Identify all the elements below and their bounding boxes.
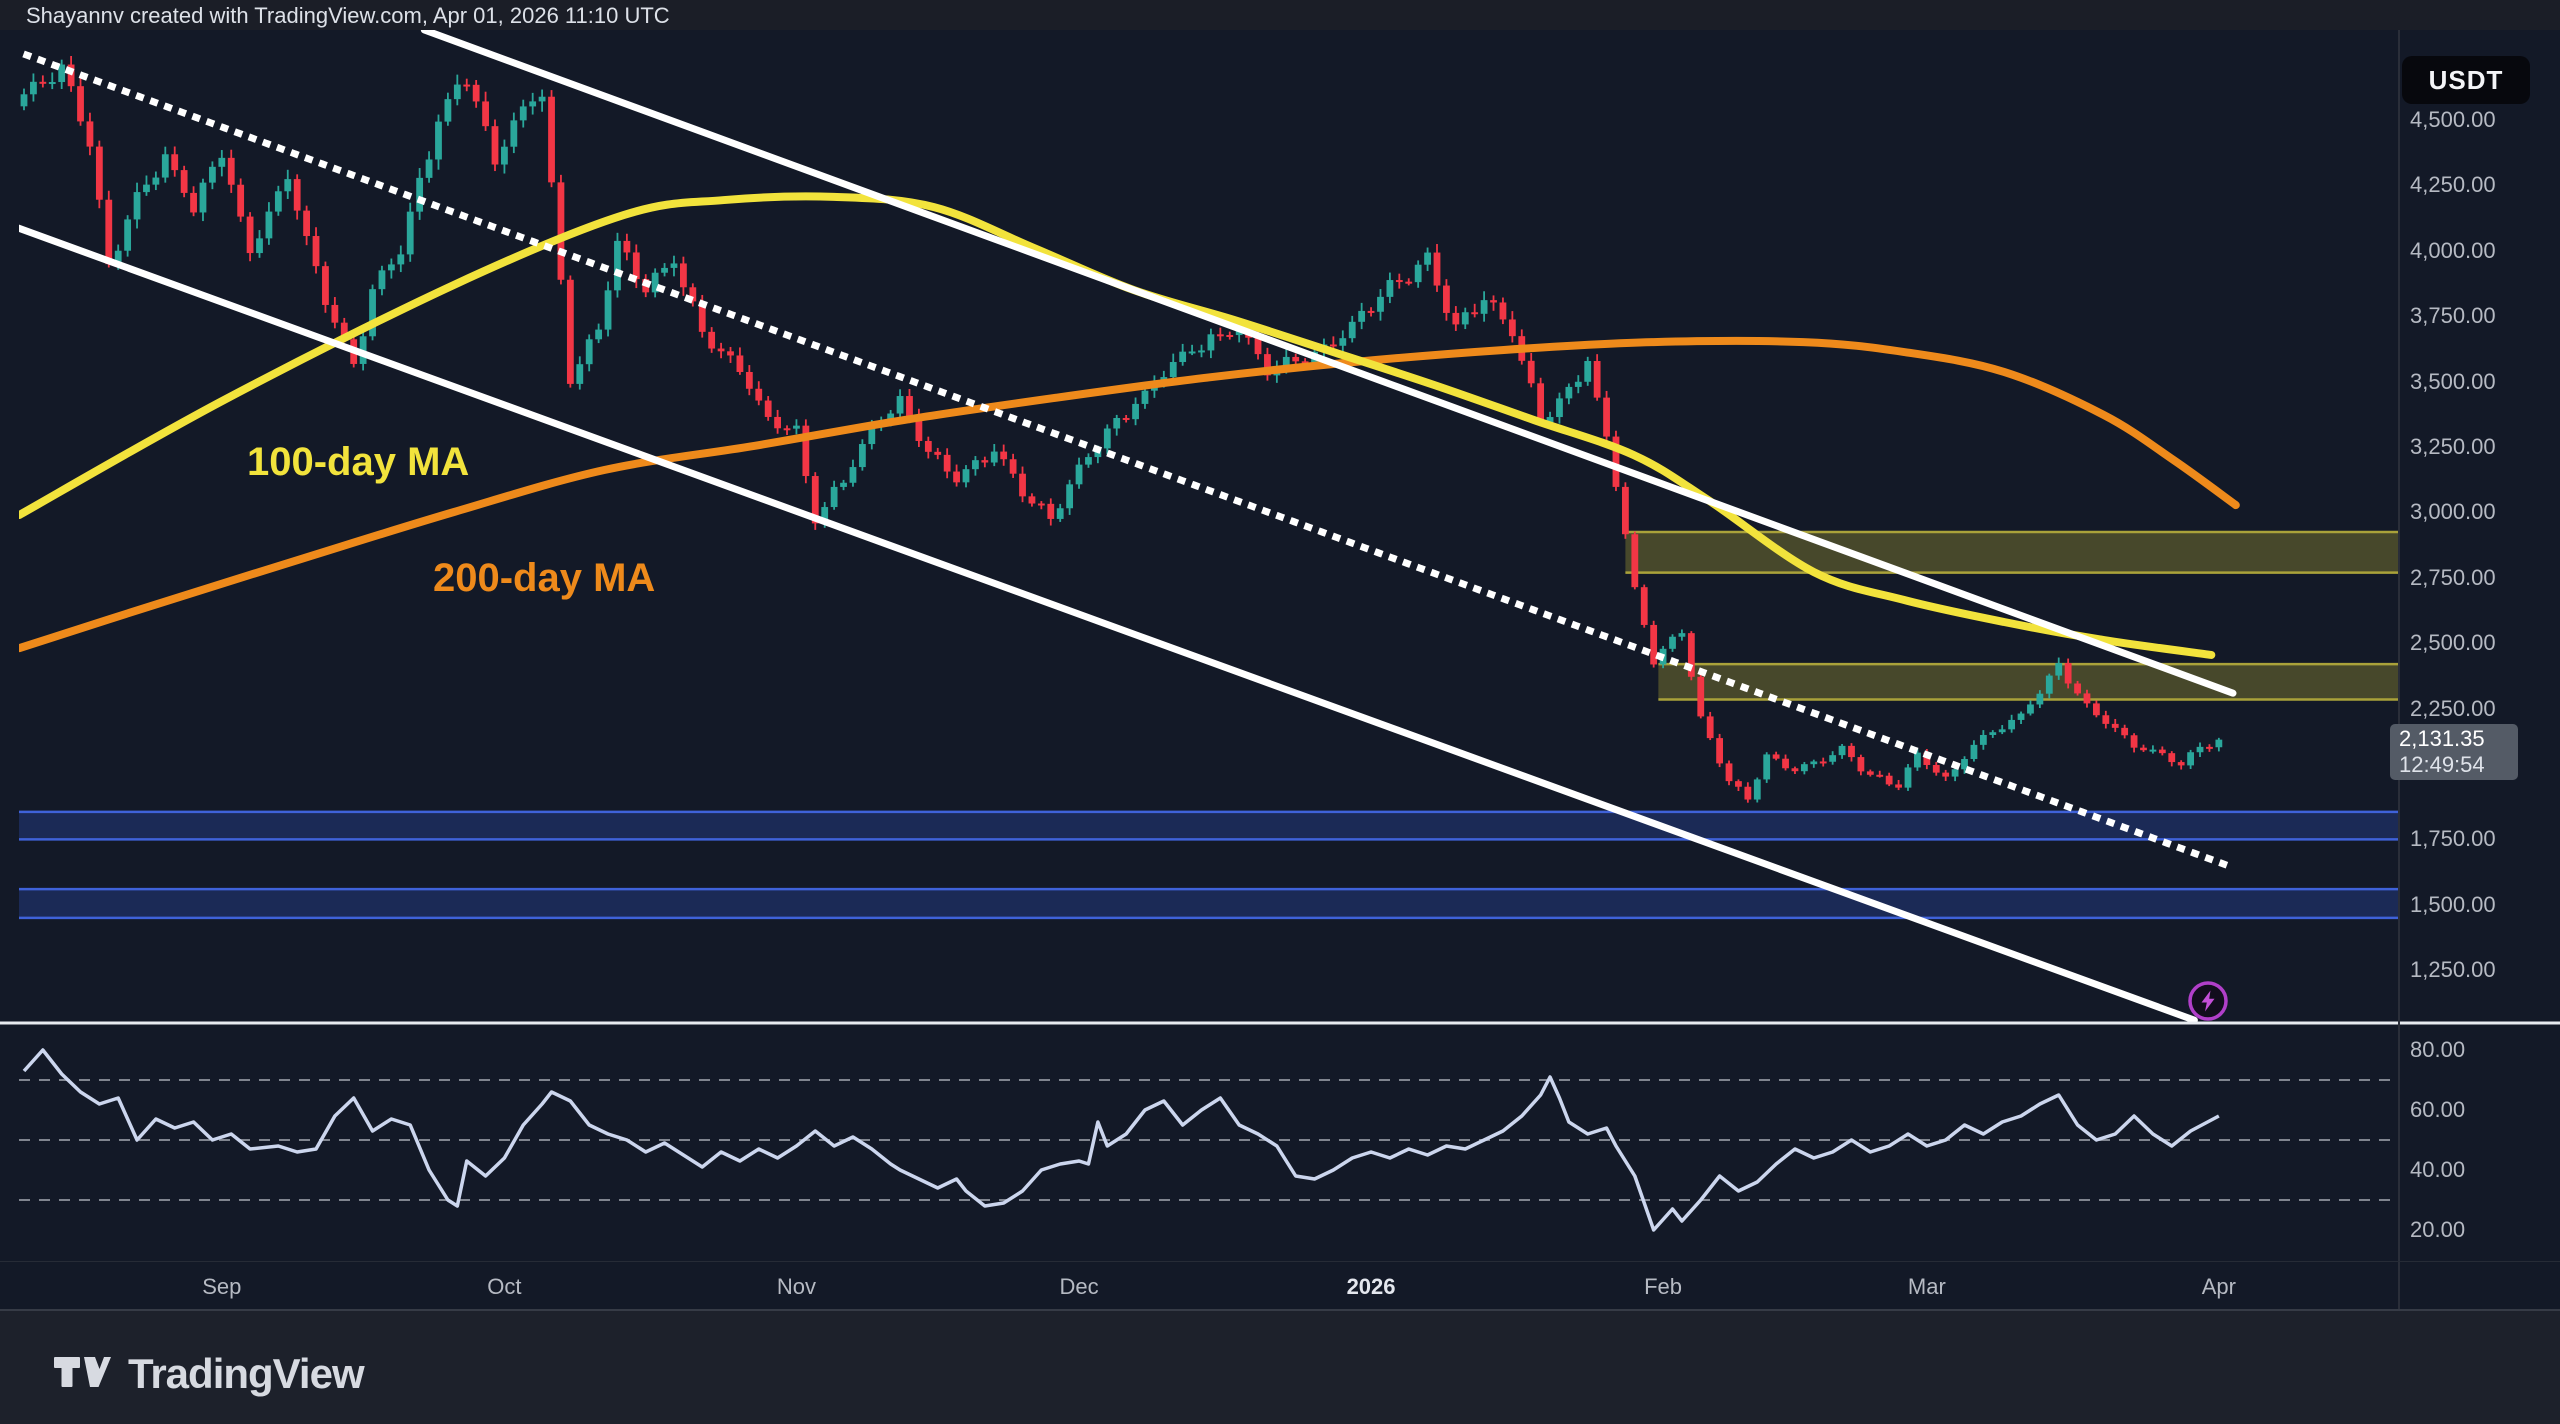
chart-plot-background (0, 30, 2560, 1311)
price-tick-label: 2,500.00 (2410, 630, 2496, 656)
bar-countdown: 12:49:54 (2399, 752, 2485, 777)
time-tick-label: Dec (1059, 1274, 1099, 1299)
tradingview-logo[interactable]: TradingView (54, 1350, 365, 1398)
last-price-value: 2,131.35 (2399, 726, 2485, 752)
rsi-tick-label: 40.00 (2410, 1157, 2466, 1182)
resistance-zone-upper (1625, 530, 2398, 574)
rsi-pane (19, 1048, 2398, 1232)
ma-100-label: 100-day MA (247, 440, 470, 484)
time-tick-label: Nov (776, 1274, 816, 1299)
quote-currency-label: USDT (2428, 64, 2504, 95)
rsi-line (22, 1048, 2220, 1232)
ma-200-line (19, 336, 2240, 653)
time-axis-border (0, 1309, 2560, 1311)
price-tick-label: 3,250.00 (2410, 434, 2496, 459)
price-tick-label: 4,250.00 (2410, 172, 2496, 198)
price-tick-label: 1,250.00 (2410, 957, 2496, 983)
price-tick-label: 4,000.00 (2410, 237, 2496, 263)
tradingview-logo-icon (54, 1357, 111, 1387)
price-tick-label: 3,000.00 (2410, 499, 2496, 525)
time-tick-label: 2026 (1346, 1274, 1396, 1299)
rsi-pane-border (0, 1261, 2560, 1262)
ma-200-label: 200-day MA (433, 556, 656, 600)
support-zone-lower (19, 887, 2398, 920)
support-zone-upper (19, 810, 2398, 841)
price-tick-label: 4,500.00 (2410, 107, 2496, 132)
flash-idea-button[interactable] (2186, 979, 2230, 1023)
price-zones (19, 530, 2398, 920)
rsi-tick-label: 80.00 (2410, 1037, 2466, 1062)
ma-100-line (19, 192, 2216, 659)
tradingview-logo-text: TradingView (128, 1350, 365, 1397)
time-tick-label: Mar (1907, 1274, 1946, 1299)
price-tick-label: 1,500.00 (2410, 891, 2496, 917)
price-tick-label: 3,500.00 (2410, 368, 2496, 394)
quote-currency-badge[interactable]: USDT (2402, 56, 2530, 104)
time-tick-label: Sep (202, 1274, 242, 1299)
trend-dotted-line (22, 50, 2231, 870)
rsi-tick-label: 20.00 (2410, 1217, 2466, 1242)
attribution-bar: Shayannv created with TradingView.com, A… (0, 0, 2560, 30)
lightning-icon (2188, 981, 2228, 1021)
price-tick-label: 2,750.00 (2410, 564, 2496, 590)
resistance-zone-lower (1658, 662, 2398, 701)
time-tick-label: Feb (1644, 1274, 1683, 1299)
attribution-text: Shayannv created with TradingView.com, A… (26, 3, 670, 28)
time-tick-label: Oct (487, 1274, 522, 1299)
price-tick-label: 2,250.00 (2410, 695, 2496, 721)
last-price-badge: 2,131.35 12:49:54 (2390, 724, 2518, 780)
channel-upper-line (420, 30, 2237, 697)
channel-lower-line (19, 224, 2198, 1022)
price-axis-border (2398, 30, 2400, 1311)
rsi-tick-label: 60.00 (2410, 1097, 2466, 1122)
price-tick-label: 3,750.00 (2410, 303, 2496, 329)
time-tick-label: Apr (2201, 1274, 2236, 1299)
price-tick-label: 1,750.00 (2410, 826, 2496, 852)
